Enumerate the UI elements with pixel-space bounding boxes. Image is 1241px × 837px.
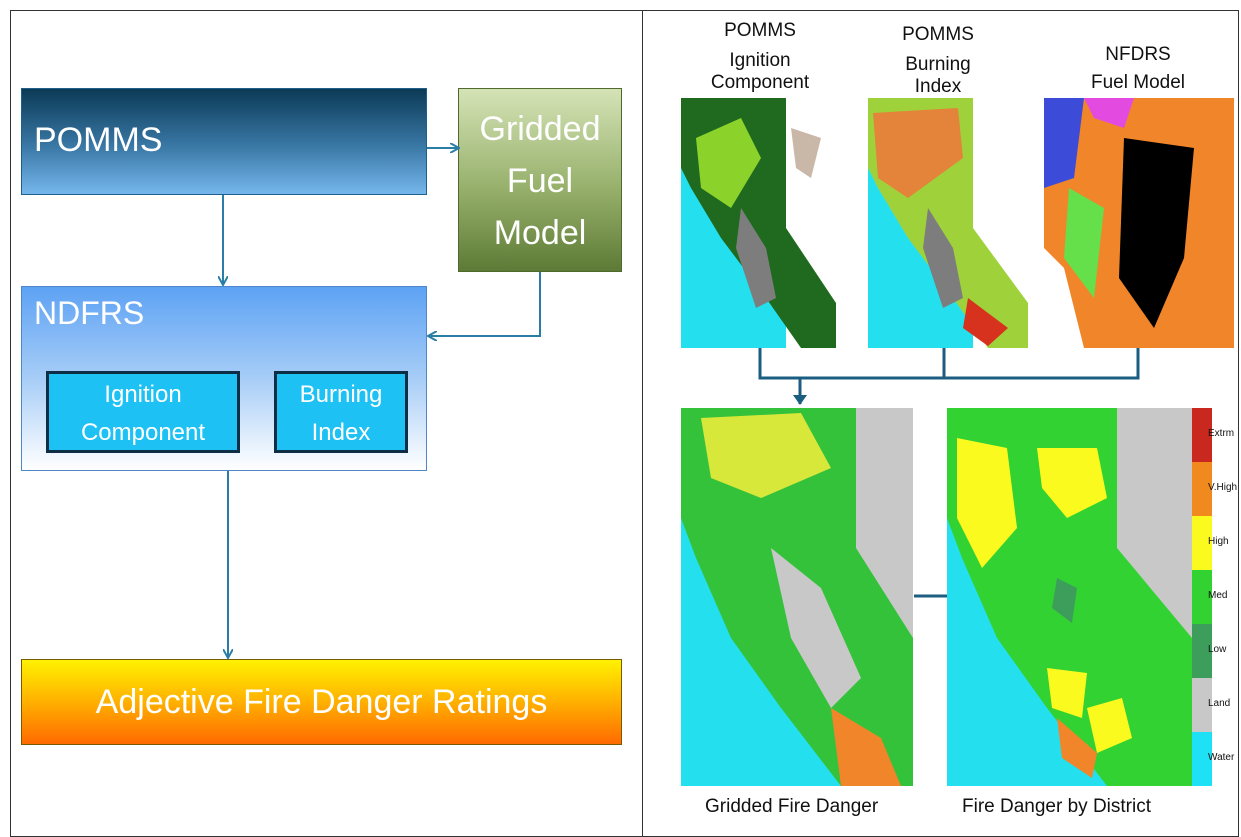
legend-label: Land: [1208, 698, 1231, 709]
map-label-line: Index: [914, 76, 962, 97]
fire-danger-by-district-map: [947, 408, 1192, 786]
map-label-ignition: POMMS Ignition Component: [690, 20, 830, 94]
map-label-burning: POMMS Burning Index: [868, 24, 1008, 98]
caption-fire-danger-by-district: Fire Danger by District: [962, 796, 1151, 817]
map-label-line: NFDRS: [1105, 44, 1171, 65]
legend-swatch-low: [1192, 624, 1212, 678]
legend-label: High: [1208, 536, 1229, 547]
legend-label: Water: [1208, 752, 1235, 763]
legend-label: Low: [1208, 644, 1227, 655]
map-label-line: POMMS: [724, 20, 796, 41]
legend-swatch-extrm: [1192, 408, 1212, 462]
nfdrs-fuel-model-map: [1044, 98, 1234, 348]
burning-index-map: [868, 98, 1028, 348]
burning-index-box: Burning Index: [274, 371, 408, 453]
pomms-label: POMMS: [34, 121, 163, 159]
legend-label: Med: [1208, 590, 1228, 601]
gridded-fuel-model-box: Gridded Fuel Model: [458, 88, 622, 272]
legend-swatch-land: [1192, 678, 1212, 732]
gridded-fire-danger-map: [681, 408, 913, 786]
legend-swatch-high: [1192, 516, 1212, 570]
adjective-ratings-box: Adjective Fire Danger Ratings: [21, 659, 622, 745]
adjective-label: Adjective Fire Danger Ratings: [95, 683, 548, 721]
legend-label: Extrm: [1208, 428, 1235, 439]
legend-swatch-water: [1192, 732, 1212, 786]
pomms-box: POMMS: [21, 88, 427, 195]
model-label: Model: [493, 214, 587, 252]
panel-divider: [642, 10, 643, 837]
ignition-label: Ignition: [104, 381, 182, 408]
caption-gridded-fire-danger: Gridded Fire Danger: [705, 796, 879, 817]
component-label: Component: [80, 419, 206, 446]
burning-label: Burning: [299, 381, 383, 408]
ndfrs-box: NDFRS Ignition Component Burning Index: [21, 286, 427, 471]
map-label-line: Burning: [905, 54, 971, 75]
gridded-label: Gridded: [479, 110, 601, 148]
ignition-component-box: Ignition Component: [46, 371, 240, 453]
fuel-label: Fuel: [506, 162, 574, 200]
map-label-line: Ignition: [729, 50, 791, 71]
map-label-fuel-model: NFDRS Fuel Model: [1068, 44, 1208, 94]
ignition-component-map: [681, 98, 836, 348]
legend-swatch-med: [1192, 570, 1212, 624]
index-label: Index: [311, 419, 371, 446]
map-label-line: POMMS: [902, 24, 974, 45]
legend-swatch-vhigh: [1192, 462, 1212, 516]
map-label-line: Component: [710, 72, 810, 93]
map-label-line: Fuel Model: [1091, 72, 1185, 93]
ndfrs-label: NDFRS: [34, 295, 145, 331]
legend-label: V.High: [1208, 482, 1238, 493]
